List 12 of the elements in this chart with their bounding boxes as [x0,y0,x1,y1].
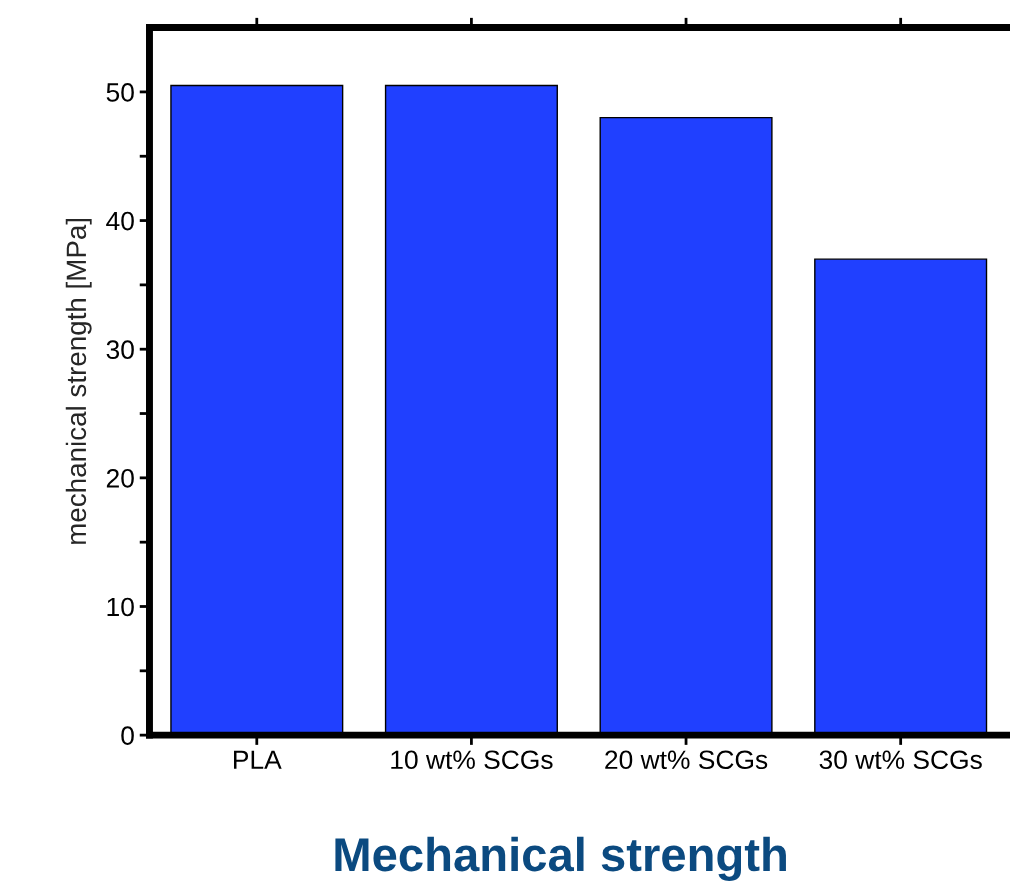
text: Mechanical strength [335,836,786,881]
x-tick-label: 30 wt% SCGs [819,750,982,770]
y-tick-label: 30 [106,340,134,360]
y-tick-label: 50 [106,83,134,102]
y-tick-label: 10 [107,597,134,617]
y-axis-title: mechanical strength [MPa] [65,218,92,544]
y-tick-label: 20 [106,468,134,488]
y-tick-label: 40 [106,211,134,231]
x-tick-label: PLA [234,750,282,769]
x-tick-label: 10 wt% SCGs [391,750,553,770]
x-tick-label: 20 wt% SCGs [605,750,768,770]
y-tick-label: 0 [121,726,134,745]
